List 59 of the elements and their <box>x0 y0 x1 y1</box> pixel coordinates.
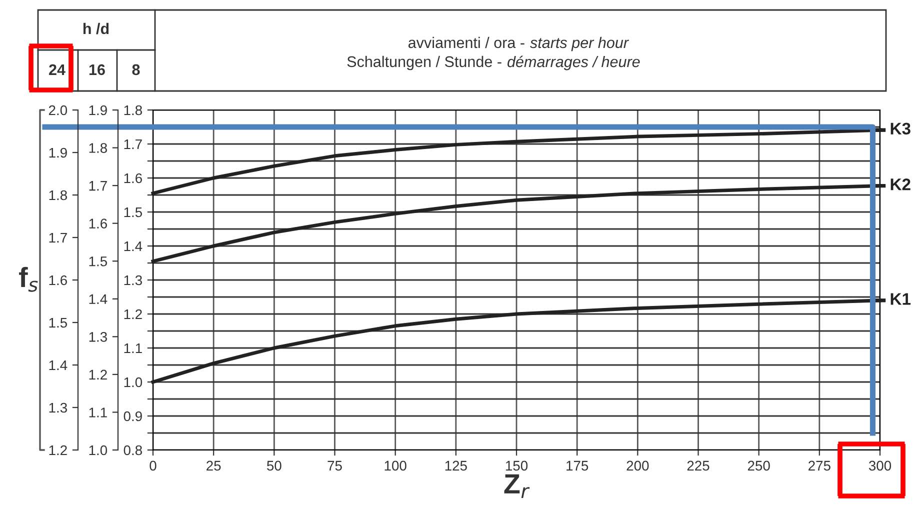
x-tick-label: 50 <box>267 460 282 471</box>
y-tick-label: 1.0 <box>124 377 142 388</box>
x-tick-label: 250 <box>748 460 770 471</box>
x-tick-label: 200 <box>626 460 649 471</box>
text: h /d <box>83 22 109 34</box>
text: démarrages / heure <box>508 56 640 70</box>
y2-tick-label: 1.6 <box>89 218 107 229</box>
y-tick-label: 1.3 <box>124 275 142 286</box>
y-tick-label: 0.8 <box>124 445 142 456</box>
x-tick-label: 175 <box>566 460 588 471</box>
legend-label: K1 <box>890 293 911 305</box>
text: 16 <box>89 64 105 76</box>
line-series <box>151 184 882 264</box>
y-tick-label: 0.9 <box>124 411 142 422</box>
y2-tick-label: 1.3 <box>89 332 107 342</box>
y2-tick-label: 1.5 <box>89 256 108 266</box>
line-series <box>151 128 882 196</box>
y3-tick-label: 1.4 <box>49 360 68 370</box>
y3-tick-label: 1.8 <box>49 190 67 200</box>
y-tick-label: 1.8 <box>124 105 142 116</box>
text: 8 <box>132 64 140 76</box>
y-tick-label: 1.1 <box>124 343 142 354</box>
x-tick-label: 300 <box>868 460 892 471</box>
y3-tick-label: 1.9 <box>49 148 67 158</box>
y2-tick-label: 1.8 <box>89 143 107 153</box>
y-tick-label: 1.2 <box>124 309 142 320</box>
y2-tick-label: 1.2 <box>89 370 107 380</box>
y3-tick-label: 1.5 <box>49 318 68 328</box>
line-series <box>151 298 882 384</box>
y-tick-label: 1.4 <box>124 241 142 252</box>
text: Schaltungen / Stunde - <box>347 56 502 70</box>
y3-tick-label: 1.2 <box>49 445 67 456</box>
y2-tick-label: 1.7 <box>89 181 107 191</box>
y2-tick-label: 1.0 <box>89 445 108 456</box>
legend-label: K2 <box>890 178 910 190</box>
text: starts per hour <box>530 36 630 52</box>
legend-label: K3 <box>890 122 910 135</box>
y-tick-label: 1.5 <box>124 207 142 218</box>
y2-tick-label: 1.9 <box>89 105 107 116</box>
x-tick-label: 25 <box>206 460 221 471</box>
text: avviamenti / ora - <box>408 36 524 48</box>
text: 24 <box>49 64 66 75</box>
x-tick-label: 100 <box>384 460 406 471</box>
x-tick-label: 275 <box>808 460 830 471</box>
y3-tick-label: 1.6 <box>49 275 67 286</box>
x-tick-label: 150 <box>506 460 528 471</box>
x-tick-label: 125 <box>445 460 467 471</box>
y3-tick-label: 2.0 <box>48 105 68 116</box>
y-tick-label: 1.7 <box>124 139 142 150</box>
y2-tick-label: 1.4 <box>89 294 108 304</box>
y3-axis-title: f$_{s}$ <box>19 266 38 292</box>
y-tick-label: 1.6 <box>124 173 142 184</box>
y3-tick-label: 1.3 <box>49 402 67 413</box>
x-tick-label: 75 <box>328 460 342 471</box>
x-tick-label: 0 <box>150 460 156 471</box>
y3-tick-label: 1.7 <box>49 232 67 243</box>
y2-tick-label: 1.1 <box>89 408 107 418</box>
x-tick-label: 225 <box>687 460 710 471</box>
x-axis-title: Z$_{r}$ <box>504 474 530 498</box>
